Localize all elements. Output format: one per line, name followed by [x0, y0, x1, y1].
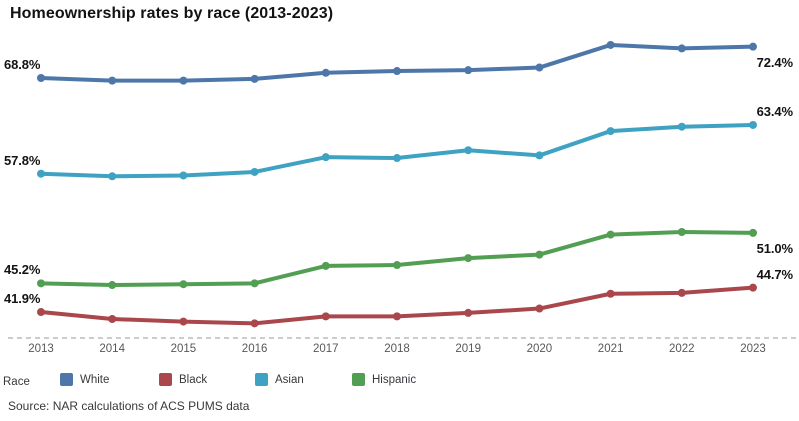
legend-label-white: White — [80, 373, 110, 386]
white-end-value-label: 72.4% — [756, 54, 793, 70]
data-point-hispanic-2019 — [464, 254, 473, 263]
data-point-white-2023 — [749, 42, 757, 51]
asian-start-value-label: 57.8% — [4, 152, 41, 168]
data-point-white-2014 — [108, 76, 117, 85]
series-line-hispanic — [39, 229, 755, 288]
legend-label-black: Black — [179, 373, 208, 386]
hispanic-end-value-label: 51.0% — [756, 240, 793, 256]
data-point-hispanic-2013 — [37, 279, 45, 288]
data-point-white-2016 — [250, 74, 259, 83]
x-tick-label-2016: 2016 — [241, 343, 268, 355]
x-tick-label-2018: 2018 — [384, 343, 410, 355]
legend-label-hispanic: Hispanic — [372, 373, 417, 386]
data-point-black-2013 — [37, 308, 45, 317]
data-point-white-2013 — [37, 74, 45, 82]
x-tick-label-2017: 2017 — [313, 343, 339, 355]
series-line-white — [39, 42, 755, 83]
hispanic-start-value-label: 45.2% — [4, 262, 41, 278]
data-point-asian-2017 — [321, 153, 330, 162]
x-tick-label-2020: 2020 — [526, 343, 553, 355]
series-line-asian — [39, 122, 755, 179]
data-point-asian-2023 — [749, 120, 757, 129]
data-point-asian-2021 — [606, 127, 615, 136]
legend-item-black: Black — [159, 373, 207, 386]
x-tick-label-2014: 2014 — [99, 343, 125, 355]
x-tick-label-2015: 2015 — [170, 343, 197, 355]
data-point-hispanic-2015 — [179, 280, 188, 289]
legend-item-white: White — [60, 373, 109, 386]
data-point-white-2019 — [464, 66, 473, 75]
data-point-hispanic-2020 — [535, 250, 544, 259]
data-point-hispanic-2023 — [749, 228, 757, 237]
data-point-hispanic-2022 — [677, 227, 686, 236]
data-point-asian-2014 — [108, 172, 117, 181]
data-point-black-2018 — [393, 312, 401, 321]
source-note: Source: NAR calculations of ACS PUMS dat… — [8, 399, 250, 413]
legend: Race White Black Asian Hispanic — [0, 370, 799, 392]
data-point-asian-2013 — [37, 169, 45, 178]
legend-swatch-hispanic — [352, 373, 365, 386]
legend-swatch-asian — [255, 373, 268, 386]
x-tick-label-2013: 2013 — [28, 343, 54, 355]
legend-label-asian: Asian — [275, 373, 304, 386]
asian-end-value-label: 63.4% — [756, 103, 793, 119]
data-point-white-2022 — [677, 44, 686, 53]
legend-swatch-black — [159, 373, 172, 386]
black-end-value-label: 44.7% — [756, 266, 793, 282]
data-point-black-2015 — [179, 317, 188, 326]
black-start-value-label: 41.9% — [4, 291, 41, 307]
data-point-black-2022 — [677, 288, 686, 297]
data-point-white-2018 — [393, 67, 401, 76]
data-point-black-2017 — [321, 312, 330, 321]
data-point-hispanic-2018 — [393, 261, 401, 270]
data-point-white-2017 — [321, 68, 330, 77]
legend-item-hispanic: Hispanic — [352, 373, 416, 386]
data-point-black-2021 — [606, 289, 615, 298]
x-tick-label-2019: 2019 — [455, 343, 481, 355]
data-point-asian-2020 — [535, 151, 544, 160]
data-point-black-2014 — [108, 314, 117, 323]
data-point-white-2021 — [606, 40, 615, 49]
data-point-white-2015 — [179, 76, 188, 85]
data-point-black-2020 — [535, 304, 544, 313]
legend-title: Race — [3, 376, 30, 388]
legend-swatch-white — [60, 373, 73, 386]
x-tick-label-2023: 2023 — [740, 343, 766, 355]
white-start-value-label: 68.8% — [4, 57, 41, 72]
data-point-asian-2015 — [179, 171, 188, 180]
data-point-black-2019 — [464, 308, 473, 317]
page-title: Homeownership rates by race (2013-2023) — [10, 5, 334, 22]
data-point-asian-2019 — [464, 146, 473, 155]
data-point-hispanic-2016 — [250, 279, 259, 288]
data-point-asian-2016 — [250, 167, 259, 176]
data-point-black-2023 — [749, 283, 757, 292]
legend-item-asian: Asian — [255, 373, 304, 386]
data-point-asian-2022 — [677, 122, 686, 131]
data-point-hispanic-2017 — [321, 261, 330, 270]
data-point-hispanic-2021 — [606, 230, 615, 239]
data-point-hispanic-2014 — [108, 281, 117, 290]
data-point-asian-2018 — [393, 154, 401, 163]
x-tick-label-2022: 2022 — [669, 343, 695, 355]
data-point-white-2020 — [535, 63, 544, 72]
x-tick-label-2021: 2021 — [597, 343, 624, 355]
data-point-black-2016 — [250, 319, 259, 328]
